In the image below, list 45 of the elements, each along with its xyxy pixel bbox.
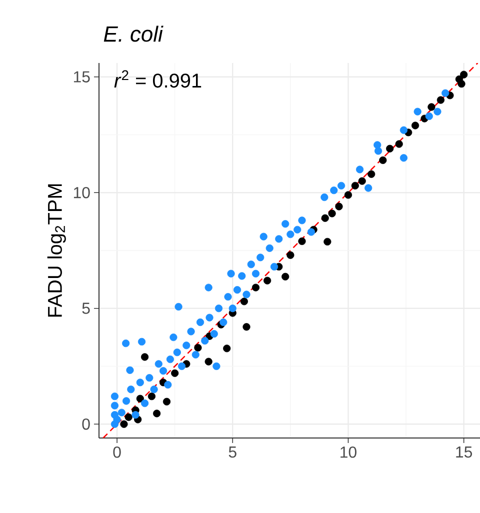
- point: [140, 353, 149, 361]
- x-tick-label: 0: [113, 446, 121, 458]
- point: [120, 420, 128, 428]
- y-tick-label: 10: [74, 186, 90, 198]
- point: [358, 177, 366, 185]
- point: [386, 144, 394, 152]
- point: [264, 276, 272, 284]
- point: [223, 344, 231, 352]
- point: [171, 369, 179, 377]
- point: [395, 140, 403, 148]
- point: [204, 358, 212, 366]
- point: [162, 398, 171, 406]
- point: [124, 413, 132, 421]
- y-tick-label: 5: [82, 302, 90, 314]
- annotation: r$^{2}$ = 0.991: [114, 70, 202, 88]
- x-tick-label: 5: [228, 446, 236, 458]
- point: [286, 251, 294, 259]
- point: [148, 392, 156, 400]
- point: [136, 394, 144, 402]
- y-tick-label: 0: [82, 418, 90, 430]
- point: [153, 410, 161, 418]
- point: [344, 191, 352, 199]
- point: [379, 156, 387, 164]
- chart-title: E. coli: [104, 26, 164, 42]
- point: [194, 344, 202, 352]
- point: [368, 170, 376, 178]
- y-tick-label: 15: [74, 71, 90, 82]
- y-axis-title: FADU log$_{2}$TPM: [47, 184, 66, 317]
- x-tick-label: 15: [456, 446, 472, 458]
- point: [321, 214, 329, 222]
- point: [428, 103, 436, 111]
- point: [282, 272, 290, 280]
- point: [335, 202, 343, 210]
- point: [460, 70, 468, 78]
- point: [436, 96, 444, 104]
- point: [351, 182, 359, 190]
- point: [411, 122, 420, 130]
- x-tick-label: 10: [340, 446, 356, 458]
- point: [458, 80, 466, 88]
- point: [328, 210, 336, 218]
- point: [298, 237, 306, 246]
- point: [252, 284, 260, 292]
- point: [240, 298, 248, 306]
- point: [242, 323, 250, 331]
- point: [324, 238, 332, 246]
